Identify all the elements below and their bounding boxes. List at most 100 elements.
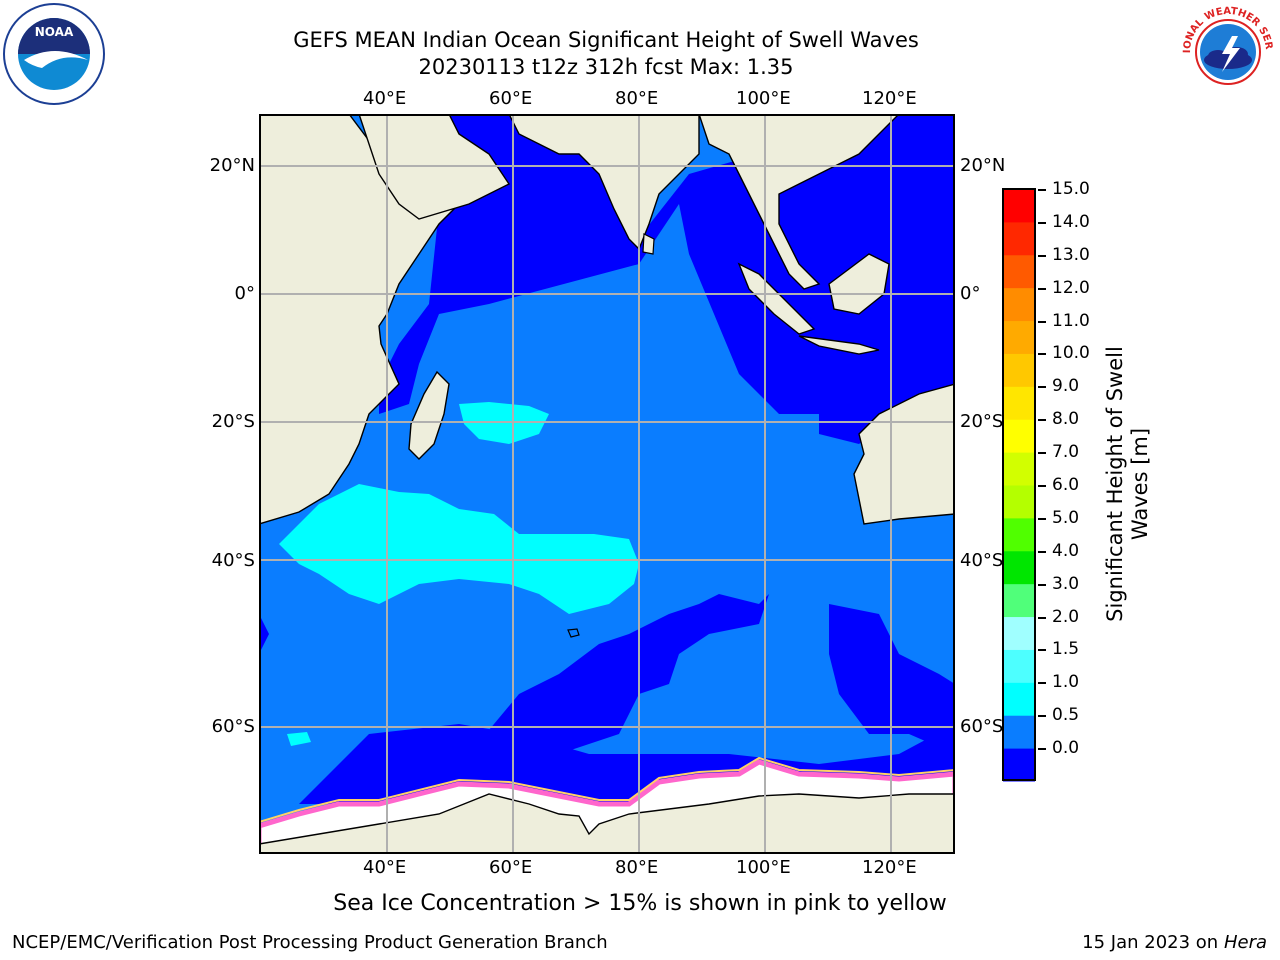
colorbar-cell — [1003, 287, 1035, 322]
colorbar-tick-mark — [1038, 517, 1046, 520]
colorbar-cell — [1003, 452, 1035, 486]
colorbar-tick-label: 15.0 — [1052, 179, 1090, 199]
colorbar-tick-mark — [1038, 748, 1046, 751]
ocean-high-swell-small — [287, 732, 311, 746]
colorbar-tick-label: 4.0 — [1052, 540, 1080, 561]
colorbar-tick-mark — [1038, 649, 1046, 652]
colorbar-tick-label: 14.0 — [1052, 211, 1090, 232]
colorbar-tick-label: 2.0 — [1052, 606, 1080, 627]
colorbar-cell — [1003, 419, 1035, 453]
lon-label-bottom-80e: 80°E — [615, 857, 659, 878]
colorbar-tick-label: 9.0 — [1052, 376, 1080, 397]
colorbar-cell — [1003, 189, 1035, 223]
colorbar-cell — [1003, 485, 1035, 519]
footer-date: 15 Jan 2023 on Hera — [1082, 932, 1267, 953]
colorbar-cell — [1003, 254, 1035, 289]
map-subtitle: 20230113 t12z 312h fcst Max: 1.35 — [418, 55, 794, 79]
colorbar-cell — [1003, 353, 1035, 387]
land-madagascar — [408, 370, 450, 460]
colorbar-tick-mark — [1038, 583, 1046, 586]
colorbar-tick-label: 8.0 — [1052, 409, 1080, 430]
colorbar-tick-label: 10.0 — [1052, 343, 1090, 364]
colorbar-ticks: 15.0 14.0 13.0 12.0 11.0 10.0 9.0 8.0 7.0 6.0 5.0 4… — [1038, 179, 1100, 790]
colorbar-tick-mark — [1038, 616, 1046, 619]
lat-label-right-20s: 20°S — [960, 411, 1004, 432]
footer-credit: NCEP/EMC/Verification Post Processing Pr… — [12, 932, 608, 953]
swell-height-map — [259, 114, 955, 854]
colorbar-tick-mark — [1038, 287, 1046, 290]
lat-label-right-20n: 20°N — [960, 155, 1006, 176]
ocean-high-swell-west — [279, 484, 639, 614]
colorbar-tick-label: 6.0 — [1052, 475, 1080, 495]
colorbar-tick-mark — [1038, 682, 1046, 685]
land-antarctica — [259, 793, 955, 854]
colorbar-cell — [1003, 649, 1035, 683]
lon-label-bottom-60e: 60°E — [489, 857, 533, 878]
footer-host: Hera — [1223, 932, 1267, 953]
lat-label-right-60s: 60°S — [960, 716, 1004, 737]
lat-label-left-20s: 20°S — [211, 411, 255, 432]
colorbar-cell — [1003, 320, 1035, 354]
lon-label-top-100e: 100°E — [736, 88, 791, 109]
land-kerguelen — [567, 628, 580, 638]
colorbar-cell — [1003, 550, 1035, 585]
colorbar-tick-label: 11.0 — [1052, 310, 1090, 331]
colorbar-tick-mark — [1038, 189, 1046, 191]
colorbar-tick-mark — [1038, 485, 1046, 487]
map-frame — [259, 114, 955, 854]
lat-label-right-40s: 40°S — [960, 550, 1004, 571]
colorbar-tick-label: 7.0 — [1052, 442, 1080, 463]
colorbar-tick-mark — [1038, 715, 1046, 718]
colorbar-tick-label: 1.0 — [1052, 672, 1080, 693]
colorbar — [1002, 188, 1038, 782]
lat-label-right-0: 0° — [960, 283, 981, 304]
lon-label-top-80e: 80°E — [615, 88, 659, 109]
nws-logo: NATIONAL WEATHER SERVICE — [1178, 2, 1278, 102]
lat-label-left-40s: 40°S — [211, 550, 255, 571]
colorbar-tick-mark — [1038, 221, 1046, 224]
colorbar-cell — [1003, 221, 1035, 256]
colorbar-cell — [1003, 616, 1035, 650]
footer-date-text: 15 Jan 2023 on — [1082, 932, 1224, 953]
colorbar-cell — [1003, 715, 1035, 749]
colorbar-cell — [1003, 517, 1035, 552]
sea-ice-caption: Sea Ice Concentration > 15% is shown in … — [333, 891, 947, 916]
colorbar-tick-mark — [1038, 386, 1046, 389]
colorbar-tick-mark — [1038, 550, 1046, 553]
colorbar-tick-label: 1.5 — [1052, 639, 1080, 660]
colorbar-tick-mark — [1038, 320, 1046, 323]
lon-label-bottom-40e: 40°E — [363, 857, 407, 878]
colorbar-tick-label: 0.5 — [1052, 705, 1080, 726]
colorbar-label: Significant Height of Swell Waves [m] — [1103, 346, 1152, 622]
land-sri-lanka — [642, 233, 655, 255]
colorbar-cell — [1003, 583, 1035, 618]
colorbar-tick-mark — [1038, 254, 1046, 257]
land-java — [798, 335, 880, 355]
colorbar-tick-label: 12.0 — [1052, 277, 1090, 298]
map-title: GEFS MEAN Indian Ocean Significant Heigh… — [293, 28, 919, 52]
colorbar-tick-mark — [1038, 452, 1046, 455]
land-australia — [853, 383, 955, 525]
noaa-logo: NOAA — [2, 2, 106, 106]
lon-label-top-120e: 120°E — [862, 88, 917, 109]
lat-label-left-60s: 60°S — [211, 716, 255, 737]
lon-label-top-40e: 40°E — [363, 88, 407, 109]
colorbar-tick-label: 13.0 — [1052, 244, 1090, 265]
ocean-low-south-1 — [259, 594, 769, 774]
colorbar-tick-label: 0.0 — [1052, 738, 1080, 759]
sea-ice-edge-yellow — [259, 756, 955, 823]
lon-label-bottom-100e: 100°E — [736, 857, 791, 878]
colorbar-tick-mark — [1038, 353, 1046, 356]
colorbar-tick-mark — [1038, 419, 1046, 422]
graticule — [259, 114, 955, 854]
colorbar-cell — [1003, 682, 1035, 716]
lat-label-left-0: 0° — [234, 283, 255, 304]
land-se-asia — [698, 114, 900, 290]
svg-text:NOAA: NOAA — [35, 25, 74, 39]
colorbar-tick-label: 5.0 — [1052, 507, 1080, 528]
lon-label-top-60e: 60°E — [489, 88, 533, 109]
lat-label-left-20n: 20°N — [209, 155, 255, 176]
lon-label-bottom-120e: 120°E — [862, 857, 917, 878]
colorbar-cell — [1003, 748, 1035, 782]
ocean-low-arabian-sea — [379, 114, 955, 444]
